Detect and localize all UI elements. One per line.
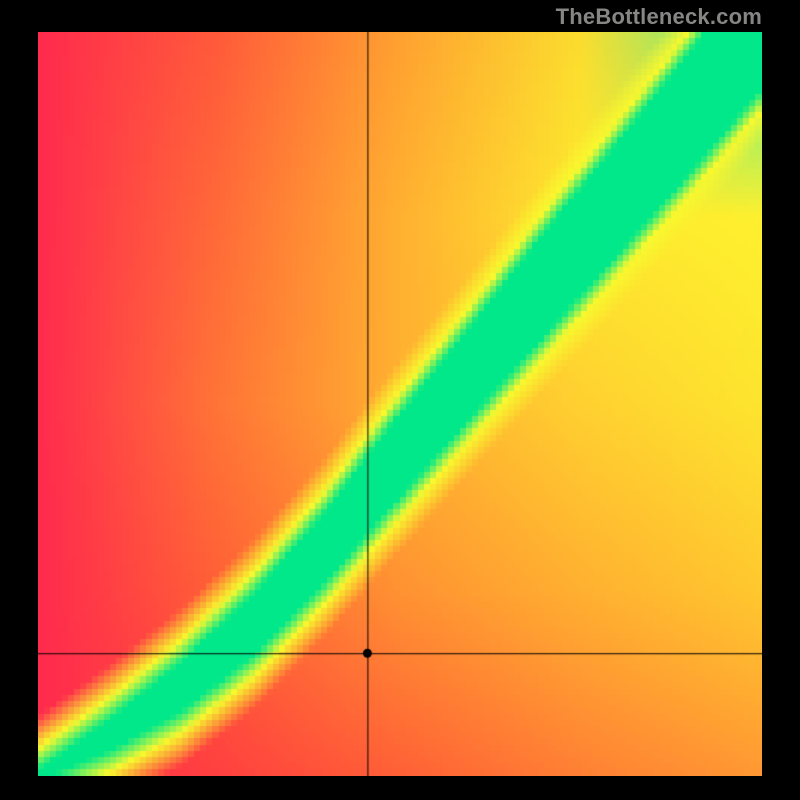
chart-frame: { "watermark": { "text": "TheBottleneck.… — [0, 0, 800, 800]
watermark-text: TheBottleneck.com — [556, 4, 762, 30]
bottleneck-heatmap — [38, 32, 762, 776]
